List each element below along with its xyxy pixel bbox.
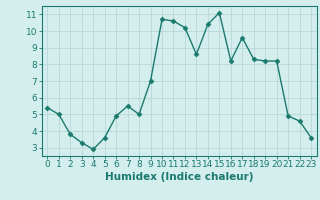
X-axis label: Humidex (Indice chaleur): Humidex (Indice chaleur)	[105, 172, 253, 182]
